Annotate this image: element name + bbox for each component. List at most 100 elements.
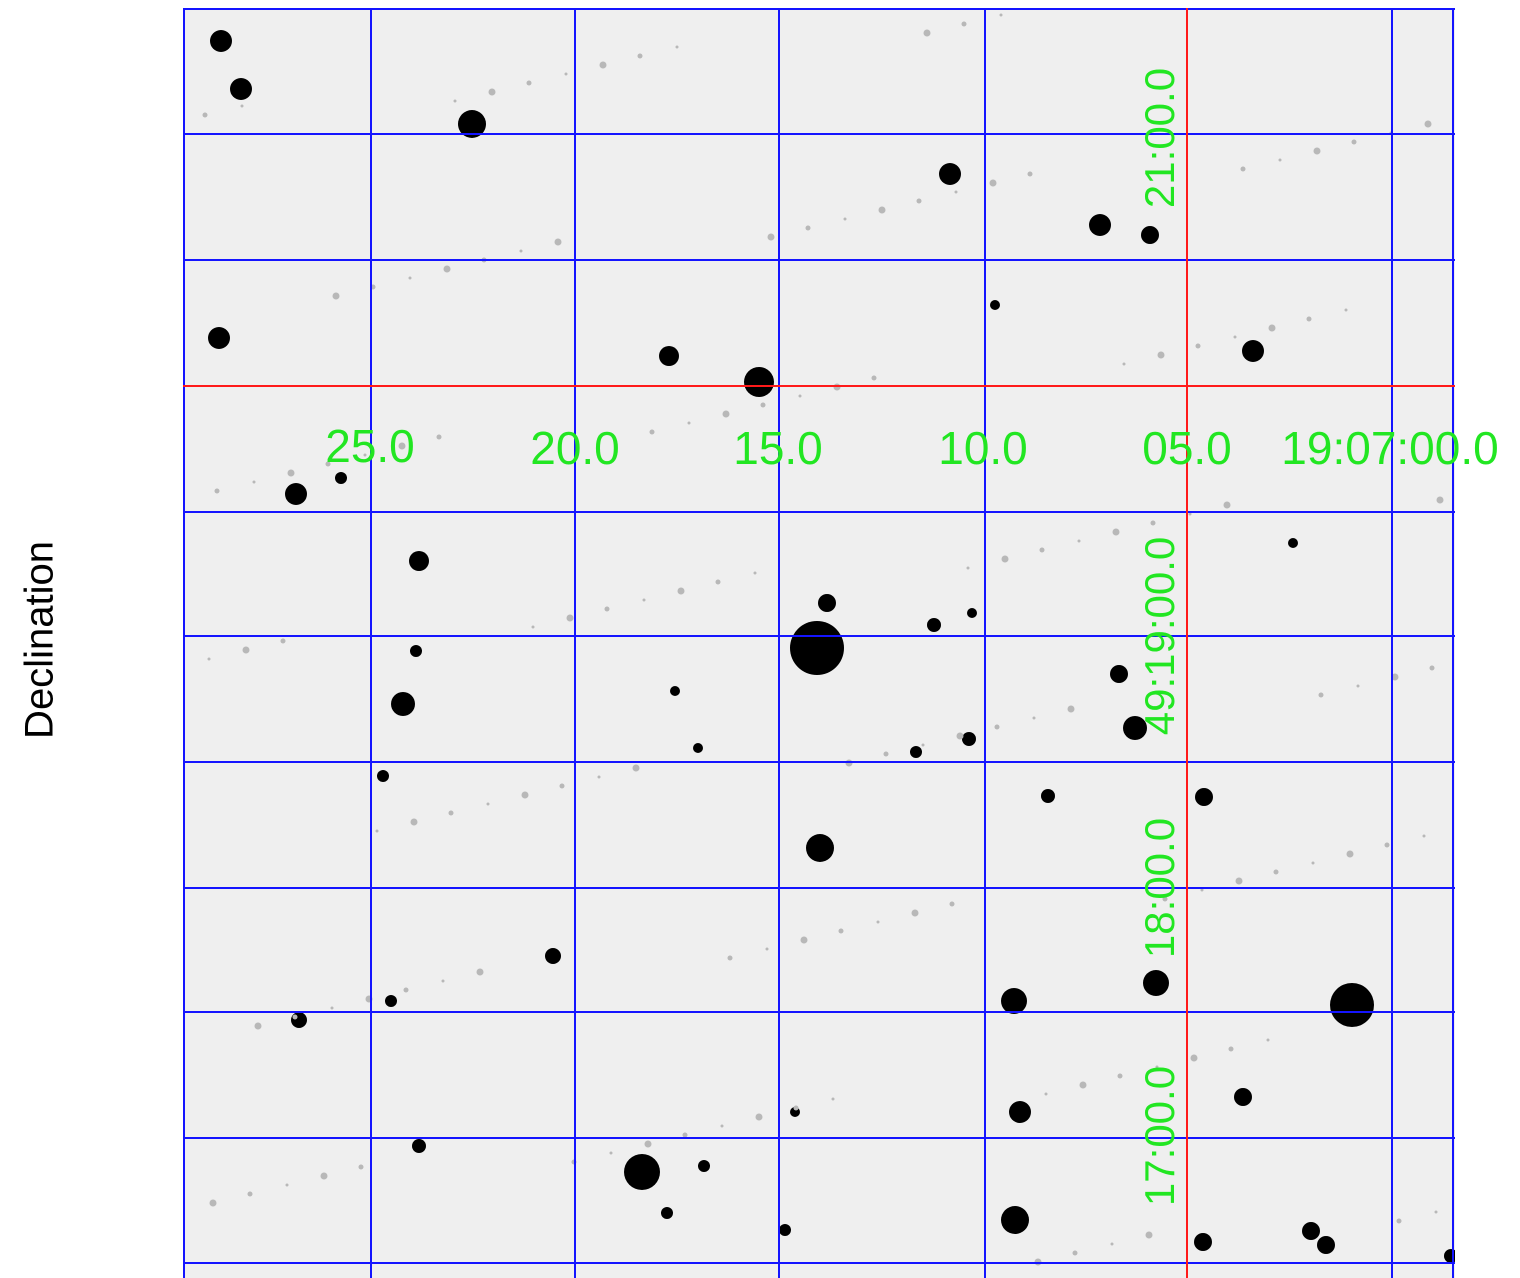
background-speck xyxy=(1200,888,1204,892)
background-speck xyxy=(1110,1242,1114,1246)
star-source xyxy=(779,1224,791,1236)
background-speck xyxy=(921,743,925,747)
dec-tick-label: 49:19:00.0 xyxy=(1136,536,1183,736)
background-speck xyxy=(1351,139,1357,145)
background-speck xyxy=(521,791,529,799)
background-speck xyxy=(753,571,757,575)
background-speck xyxy=(531,625,535,629)
star-source xyxy=(990,300,1000,310)
star-source xyxy=(410,645,422,657)
background-speck xyxy=(675,45,679,49)
background-speck xyxy=(526,80,532,86)
star-source xyxy=(1110,665,1128,683)
background-speck xyxy=(956,732,964,740)
background-speck xyxy=(408,276,412,280)
dec-tick-label: 17:00.0 xyxy=(1136,1065,1183,1207)
background-speck xyxy=(1195,343,1201,349)
background-speck xyxy=(793,1105,799,1111)
star-source xyxy=(1009,1101,1031,1123)
background-speck xyxy=(1273,869,1279,875)
star-source xyxy=(1234,1088,1252,1106)
background-speck xyxy=(923,29,931,37)
background-speck xyxy=(559,783,565,789)
background-speck xyxy=(1266,1038,1270,1042)
background-speck xyxy=(715,579,721,585)
y-axis-title: Declination xyxy=(17,541,62,739)
background-speck xyxy=(476,968,484,976)
background-speck xyxy=(1391,673,1399,681)
star-source xyxy=(1143,970,1169,996)
star-source xyxy=(1089,214,1111,236)
background-speck xyxy=(1233,335,1237,339)
background-speck xyxy=(403,987,409,993)
background-speck xyxy=(1067,705,1075,713)
background-speck xyxy=(320,1172,328,1180)
background-speck xyxy=(649,429,655,435)
background-speck xyxy=(1396,1218,1402,1224)
ra-tick-label: 15.0 xyxy=(733,422,823,474)
star-source xyxy=(1001,988,1027,1014)
background-speck xyxy=(247,1191,253,1197)
background-speck xyxy=(443,265,451,273)
background-speck xyxy=(436,434,442,440)
star-source xyxy=(335,472,347,484)
star-source xyxy=(624,1154,660,1190)
star-source xyxy=(208,327,230,349)
background-speck xyxy=(1436,496,1444,504)
background-speck xyxy=(597,775,601,779)
background-speck xyxy=(214,488,220,494)
background-speck xyxy=(949,901,955,907)
star-source xyxy=(1194,1233,1212,1251)
background-speck xyxy=(961,21,967,27)
background-speck xyxy=(1157,351,1165,359)
background-speck xyxy=(363,453,367,457)
background-speck xyxy=(989,179,997,187)
background-speck xyxy=(637,53,643,59)
background-speck xyxy=(1356,684,1360,688)
background-speck xyxy=(1318,692,1324,698)
background-speck xyxy=(1268,324,1276,332)
star-source xyxy=(818,594,836,612)
background-speck xyxy=(916,198,922,204)
background-speck xyxy=(954,190,958,194)
background-speck xyxy=(398,442,406,450)
background-speck xyxy=(330,1006,334,1010)
background-speck xyxy=(410,818,418,826)
star-source xyxy=(385,995,397,1007)
background-speck xyxy=(765,947,769,951)
ra-tick-label: 10.0 xyxy=(938,422,1028,474)
star-source xyxy=(790,621,844,675)
star-source xyxy=(545,948,561,964)
star-source xyxy=(698,1160,710,1172)
background-speck xyxy=(843,217,847,221)
star-source xyxy=(1317,1236,1335,1254)
background-speck xyxy=(285,1183,289,1187)
background-speck xyxy=(1032,716,1036,720)
background-speck xyxy=(1223,501,1231,509)
dec-tick-label: 21:00.0 xyxy=(1136,67,1183,209)
background-speck xyxy=(966,566,970,570)
background-speck xyxy=(682,1132,688,1138)
background-speck xyxy=(358,1164,364,1170)
background-speck xyxy=(209,1199,217,1207)
star-source xyxy=(1302,1222,1320,1240)
star-source xyxy=(409,551,429,571)
star-source xyxy=(1195,788,1213,806)
coordinate-grid xyxy=(183,8,1455,1278)
star-source xyxy=(1242,340,1264,362)
background-speck xyxy=(375,829,379,833)
background-speck xyxy=(1079,1081,1087,1089)
background-speck xyxy=(644,1140,652,1148)
background-speck xyxy=(1235,877,1243,885)
ra-tick-label: 19:07:00.0 xyxy=(1281,422,1499,474)
star-source xyxy=(1123,716,1147,740)
background-speck xyxy=(240,104,244,108)
background-speck xyxy=(1122,362,1126,366)
background-speck xyxy=(883,751,889,757)
background-speck xyxy=(1278,158,1282,162)
background-speck xyxy=(911,909,919,917)
background-speck xyxy=(441,979,445,983)
background-speck xyxy=(488,88,496,96)
background-speck xyxy=(1434,1210,1438,1214)
background-speck xyxy=(566,614,574,622)
